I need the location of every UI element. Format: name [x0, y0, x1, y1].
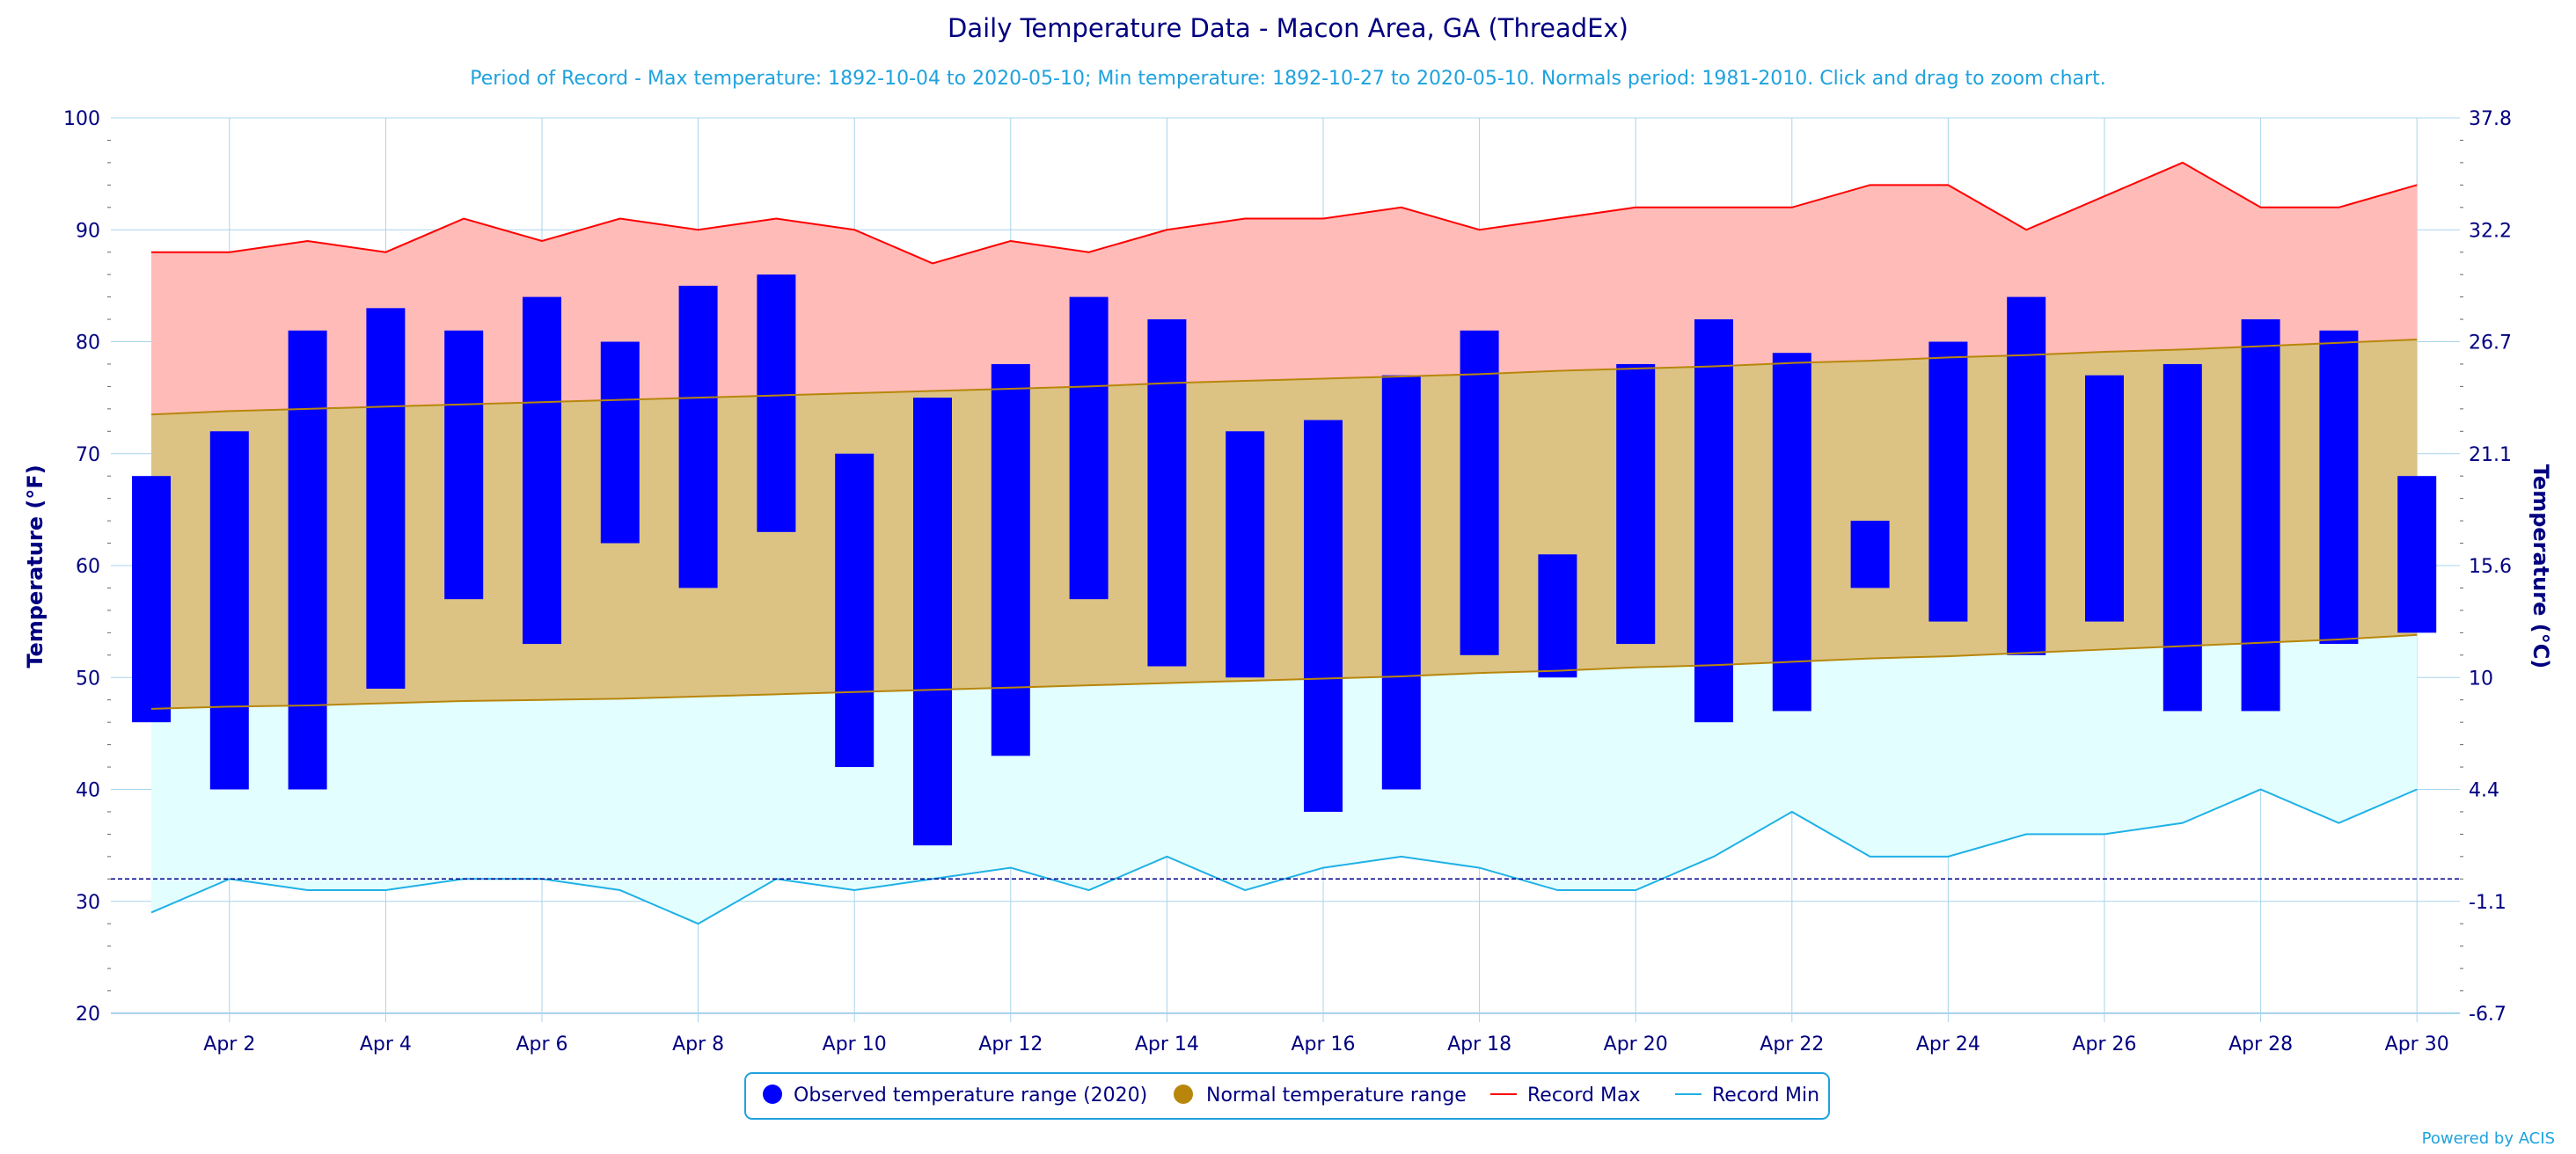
x-tick-label: Apr 18: [1447, 1033, 1511, 1055]
legend-normal-marker: [1174, 1085, 1193, 1104]
observed-bar[interactable]: [835, 453, 875, 768]
y-tick-label-left: 30: [76, 892, 100, 914]
y-tick-label-right: 37.8: [2469, 108, 2512, 130]
x-tick-label: Apr 16: [1291, 1033, 1355, 1055]
record-max-line: [151, 161, 2418, 265]
area-layer: [151, 162, 2418, 924]
axis-layer: 20 -6.7 30 -1.1 40 4.4 50 10 60 15.6 70 21.1 80 26.7 9…: [63, 108, 2512, 1055]
observed-bar[interactable]: [2163, 363, 2202, 712]
observed-bar[interactable]: [1147, 319, 1187, 667]
y-tick-label-left: 80: [76, 332, 100, 354]
observed-bar[interactable]: [1226, 431, 1265, 678]
x-tick-label: Apr 2: [203, 1033, 255, 1055]
legend-item-observed[interactable]: Observed temperature range (2020): [763, 1085, 1147, 1107]
y-tick-label-left: 60: [76, 556, 100, 578]
legend-item-normal[interactable]: Normal temperature range: [1174, 1085, 1467, 1107]
normal-high-line: [150, 338, 2418, 416]
observed-bar[interactable]: [2241, 319, 2280, 712]
legend-observed-marker: [763, 1085, 782, 1104]
x-tick-label: Apr 20: [1604, 1033, 1668, 1055]
y-tick-label-right: -1.1: [2469, 892, 2506, 914]
legend-record-max-label: Record Max: [1527, 1085, 1641, 1107]
y-tick-label-right: 15.6: [2469, 556, 2512, 578]
observed-bar[interactable]: [2085, 375, 2124, 622]
y-tick-label-right: -6.7: [2469, 1004, 2506, 1026]
normal-low-line: [150, 633, 2418, 710]
credit-link[interactable]: Powered by ACIS: [2422, 1129, 2555, 1148]
observed-bar[interactable]: [2007, 296, 2046, 655]
observed-bar[interactable]: [1850, 521, 1890, 588]
y-tick-label-left: 90: [76, 220, 100, 242]
x-tick-label: Apr 6: [516, 1033, 567, 1055]
observed-bar[interactable]: [1538, 554, 1577, 678]
x-tick-label: Apr 4: [360, 1033, 412, 1055]
legend-item-record-min[interactable]: Record Min: [1675, 1085, 1819, 1107]
legend-observed-label: Observed temperature range (2020): [794, 1085, 1147, 1107]
observed-bar[interactable]: [991, 363, 1030, 756]
observed-bar[interactable]: [913, 398, 952, 846]
x-tick-label: Apr 30: [2385, 1033, 2449, 1055]
observed-bar[interactable]: [678, 285, 718, 588]
y-tick-label-left: 100: [63, 108, 100, 130]
y-tick-label-left: 20: [76, 1004, 100, 1026]
observed-bar[interactable]: [288, 330, 327, 790]
observed-bar[interactable]: [600, 341, 640, 544]
observed-bar[interactable]: [757, 274, 796, 532]
legend: Observed temperature range (2020) Normal…: [744, 1072, 1830, 1120]
observed-bar[interactable]: [1928, 341, 1968, 622]
observed-bar[interactable]: [1616, 363, 1656, 645]
x-tick-label: Apr 14: [1135, 1033, 1199, 1055]
x-tick-label: Apr 28: [2228, 1033, 2293, 1055]
observed-bar[interactable]: [209, 431, 249, 790]
normal-range-area: [151, 339, 2418, 709]
observed-bar[interactable]: [1460, 330, 1499, 655]
y-tick-label-left: 50: [76, 668, 100, 690]
observed-bar[interactable]: [1772, 353, 1811, 712]
observed-bar[interactable]: [523, 296, 561, 645]
y-tick-label-left: 40: [76, 780, 100, 802]
x-tick-label: Apr 12: [978, 1033, 1043, 1055]
observed-bars: [132, 274, 2437, 846]
chart-subtitle: Period of Record - Max temperature: 1892…: [470, 68, 2105, 90]
observed-bar[interactable]: [1694, 319, 1733, 723]
line-layer: [111, 161, 2460, 925]
y-tick-label-left: 70: [76, 444, 100, 466]
x-tick-label: Apr 24: [1916, 1033, 1980, 1055]
legend-item-record-max[interactable]: Record Max: [1490, 1085, 1641, 1107]
x-tick-label: Apr 22: [1760, 1033, 1824, 1055]
chart-title: Daily Temperature Data - Macon Area, GA …: [948, 13, 1628, 43]
legend-normal-label: Normal temperature range: [1206, 1085, 1467, 1107]
legend-record-min-label: Record Min: [1712, 1085, 1819, 1107]
y-tick-label-right: 26.7: [2469, 332, 2512, 354]
observed-bar[interactable]: [1304, 420, 1343, 812]
observed-bar[interactable]: [2319, 330, 2359, 645]
record-min-area: [151, 634, 2418, 924]
y-axis-left-title: Temperature (°F): [23, 464, 48, 668]
y-tick-label-right: 32.2: [2469, 220, 2512, 242]
x-tick-label: Apr 26: [2072, 1033, 2136, 1055]
legend-box: [744, 1072, 1830, 1120]
y-tick-label-right: 21.1: [2469, 444, 2512, 466]
y-tick-label-right: 10: [2469, 668, 2493, 690]
observed-bar[interactable]: [132, 476, 171, 723]
observed-bar[interactable]: [444, 330, 484, 600]
record-max-area: [151, 162, 2418, 415]
y-tick-label-right: 4.4: [2469, 780, 2499, 802]
x-tick-label: Apr 8: [672, 1033, 724, 1055]
observed-bar[interactable]: [2397, 476, 2437, 633]
observed-bar[interactable]: [366, 308, 406, 689]
observed-bar[interactable]: [1381, 375, 1421, 790]
x-tick-label: Apr 10: [823, 1033, 887, 1055]
y-axis-right-title: Temperature (°C): [2528, 464, 2553, 669]
observed-bar[interactable]: [1069, 296, 1109, 600]
